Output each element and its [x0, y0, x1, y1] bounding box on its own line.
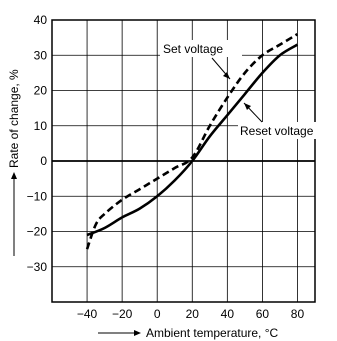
- x-axis-arrow: [98, 330, 141, 336]
- reset-voltage-label-bg: [238, 122, 332, 139]
- series-line-set-voltage: [85, 32, 299, 250]
- x-tick-label: 40: [221, 307, 235, 321]
- y-axis-arrow: [11, 172, 17, 256]
- x-tick-label: 80: [291, 307, 305, 321]
- set-voltage-label: Set voltage: [163, 42, 223, 56]
- x-tick-label: 60: [256, 307, 270, 321]
- y-tick-label: −20: [27, 225, 48, 239]
- y-tick-label: −30: [27, 260, 48, 274]
- y-tick-label: 0: [40, 154, 47, 168]
- x-tick-label: −40: [77, 307, 98, 321]
- y-tick-label: 10: [34, 119, 48, 133]
- y-axis-title: Rate of change, %: [7, 69, 21, 168]
- x-tick-label: −20: [112, 307, 133, 321]
- set-voltage-label-bg: [160, 40, 242, 57]
- tick-labels: −40 −20 0 20 40 60 80 −30 −20 −10 0 10 20 30 40: [27, 13, 305, 321]
- y-tick-label: 30: [34, 48, 48, 62]
- reset-voltage-label: Reset voltage: [240, 124, 314, 138]
- y-tick-label: 20: [34, 84, 48, 98]
- reset-voltage-arrowhead: [244, 103, 251, 110]
- y-tick-label: 40: [34, 13, 48, 27]
- x-tick-label: 0: [154, 307, 161, 321]
- x-tick-label: 20: [186, 307, 200, 321]
- set-voltage-arrowhead: [223, 72, 230, 79]
- x-axis-title: Ambient temperature, °C: [146, 326, 279, 340]
- annotations: Set voltage Reset voltage: [160, 40, 332, 139]
- y-tick-label: −10: [27, 189, 48, 203]
